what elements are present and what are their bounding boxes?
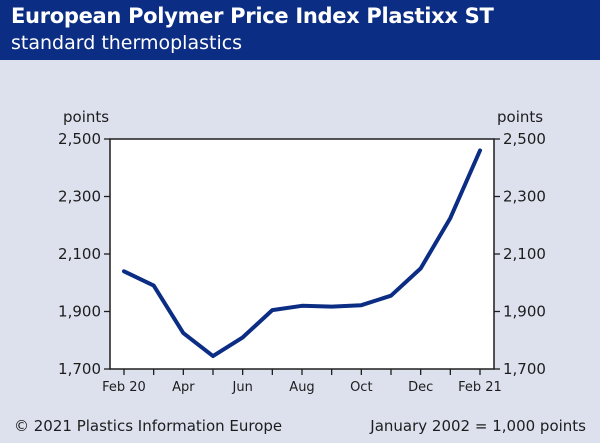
x-tick-label: Aug <box>289 380 314 395</box>
base-index-note: January 2002 = 1,000 points <box>370 417 586 435</box>
y-tick-label-left: 2,300 <box>58 188 101 206</box>
y-tick-label-right: 2,500 <box>503 130 546 148</box>
line-chart: points points 1,7001,9002,1002,3002,500 … <box>58 108 546 395</box>
data-point <box>330 305 333 308</box>
y-axis-label-right: points <box>497 108 543 126</box>
data-point <box>449 217 452 219</box>
y-tick-label-left: 2,500 <box>58 130 101 148</box>
header-banner: European Polymer Price Index Plastixx ST… <box>0 0 600 60</box>
data-point <box>123 270 125 273</box>
data-point <box>301 304 303 307</box>
data-point <box>212 355 214 357</box>
x-tick-label: Apr <box>172 380 195 395</box>
x-axis: Feb 20 Apr Jun Aug Oct Dec Feb 21 <box>102 369 502 395</box>
y-axis-label-left: points <box>63 108 109 126</box>
copyright-note: © 2021 Plastics Information Europe <box>14 417 283 435</box>
data-point <box>241 336 244 339</box>
x-tick-label: Jun <box>232 380 253 395</box>
plot-area <box>109 138 495 370</box>
y-axis-left: 1,700 1,900 2,100 2,300 2,500 <box>58 130 110 378</box>
data-point <box>360 304 363 306</box>
data-point <box>419 267 422 270</box>
y-tick-label-right: 2,100 <box>503 245 546 263</box>
series-group <box>122 148 482 359</box>
data-point <box>152 284 155 287</box>
data-point <box>271 309 274 311</box>
y-tick-label-left: 2,100 <box>58 245 101 263</box>
x-tick-label: Feb 20 <box>102 380 146 395</box>
x-tick-label: Oct <box>350 380 372 395</box>
chart-title: European Polymer Price Index Plastixx ST <box>11 4 494 28</box>
data-point <box>182 332 185 334</box>
x-tick-label: Feb 21 <box>458 380 502 395</box>
x-tick-label: Dec <box>408 380 433 395</box>
y-axis-right: 1,700 1,900 2,100 2,300 2,500 <box>494 130 546 378</box>
y-tick-label-right: 1,700 <box>503 360 546 378</box>
y-tick-label-right: 2,300 <box>503 188 546 206</box>
data-point <box>390 294 392 297</box>
chart-subtitle: standard thermoplastics <box>11 32 243 54</box>
y-tick-label-left: 1,700 <box>58 360 101 378</box>
y-tick-label-right: 1,900 <box>503 303 546 321</box>
y-tick-label-left: 1,900 <box>58 303 101 321</box>
data-point <box>479 149 481 152</box>
